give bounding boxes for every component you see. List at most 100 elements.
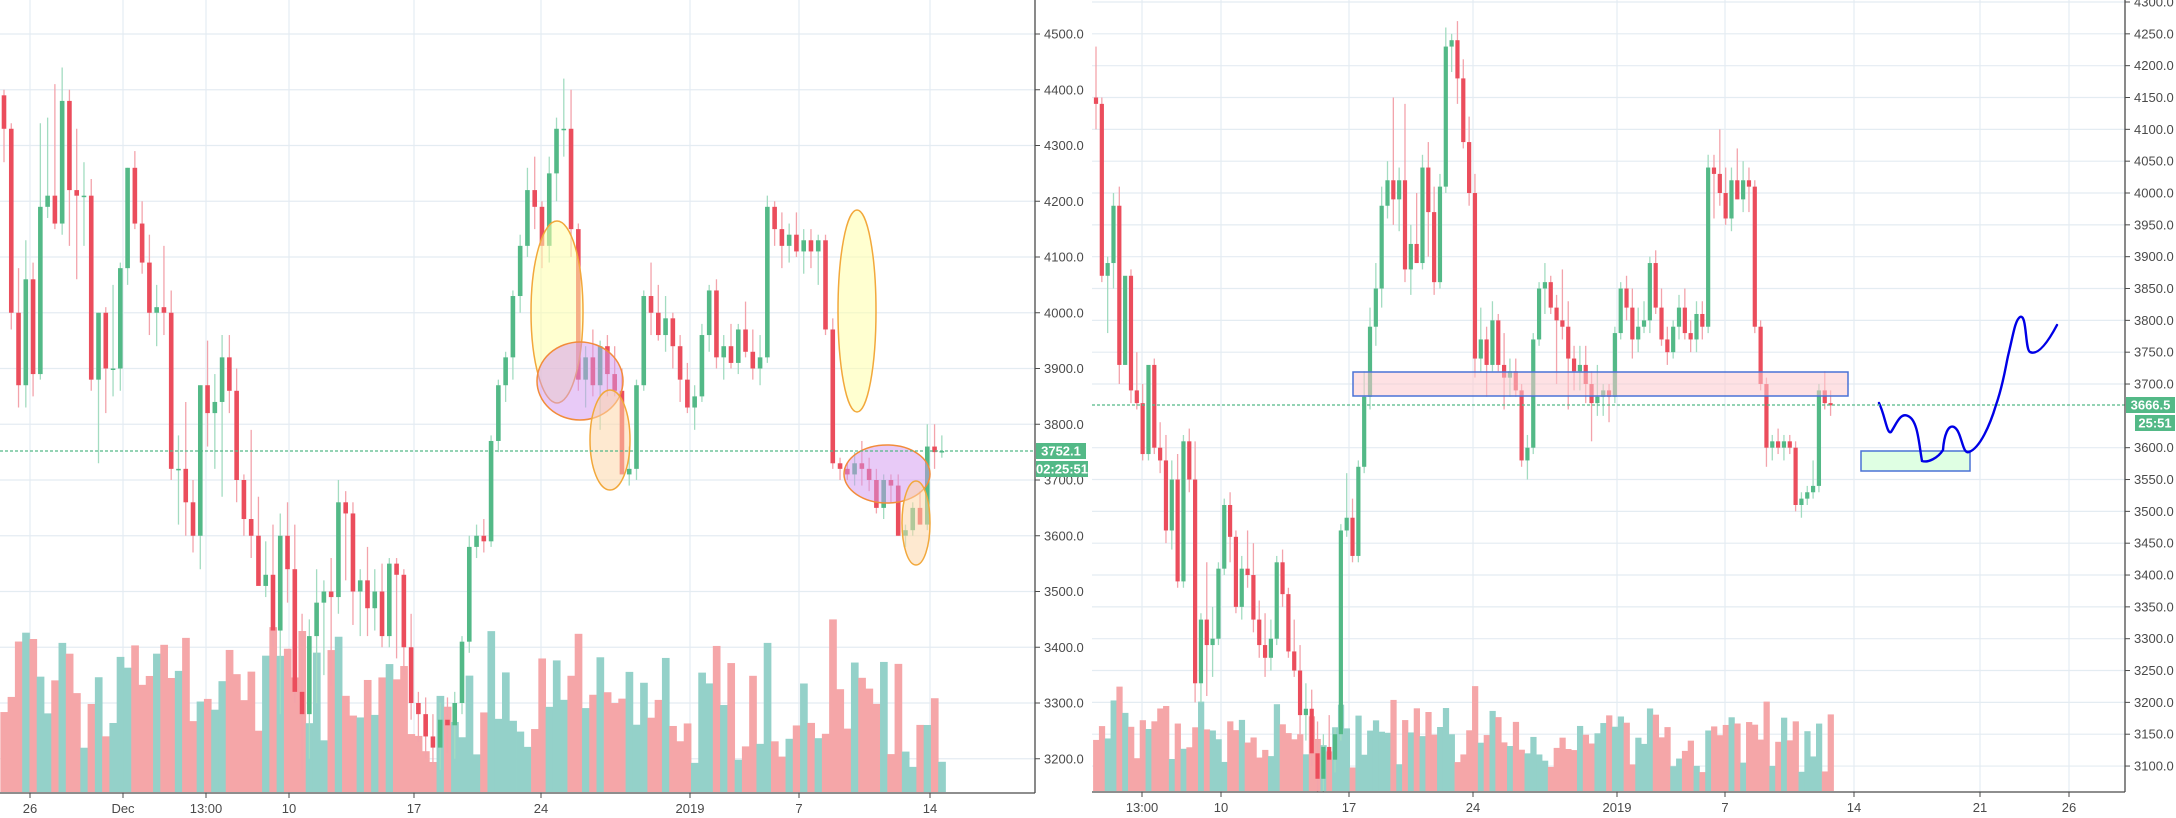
candle[interactable] (1268, 619, 1273, 671)
candle[interactable] (692, 385, 697, 430)
candle[interactable] (59, 67, 65, 235)
candle[interactable] (663, 296, 668, 352)
candle[interactable] (1327, 715, 1332, 760)
candle[interactable] (125, 167, 130, 285)
candle[interactable] (241, 474, 247, 536)
candle[interactable] (772, 201, 777, 246)
candle[interactable] (1297, 645, 1303, 735)
candle[interactable] (248, 429, 254, 559)
candle[interactable] (183, 401, 189, 536)
candle[interactable] (735, 323, 741, 375)
candle[interactable] (357, 569, 363, 637)
candle[interactable] (227, 335, 232, 414)
candle[interactable] (1810, 460, 1816, 499)
candle[interactable] (503, 351, 508, 402)
candle[interactable] (1175, 454, 1180, 588)
candle[interactable] (190, 480, 196, 553)
candle[interactable] (1735, 148, 1740, 200)
candle[interactable] (728, 323, 734, 369)
candle[interactable] (1443, 27, 1448, 194)
candle[interactable] (292, 524, 298, 703)
candle[interactable] (1193, 441, 1198, 703)
ellipse-annotation[interactable] (901, 480, 931, 566)
candle[interactable] (474, 524, 479, 559)
candle[interactable] (1723, 167, 1728, 225)
candle[interactable] (554, 117, 559, 202)
candle[interactable] (1548, 275, 1553, 314)
candle[interactable] (1676, 294, 1682, 340)
candle[interactable] (1542, 263, 1548, 314)
candle[interactable] (699, 323, 705, 402)
candle[interactable] (1187, 428, 1192, 493)
candle[interactable] (1146, 364, 1151, 461)
support-zone-box[interactable] (1860, 450, 1971, 472)
right-chart-canvas[interactable]: 4300.0 4250.0 4200.0 4150.0 4100.0 4050.0 4000… (1092, 0, 2176, 818)
left-chart-canvas[interactable]: 4500.0 4400.0 4300.0 4200.0 4100.0 4000.0 3900… (0, 0, 1092, 818)
candle[interactable] (1536, 282, 1542, 346)
candle[interactable] (437, 703, 443, 770)
candle[interactable] (1222, 498, 1227, 576)
candle[interactable] (641, 290, 647, 391)
candle[interactable] (1408, 224, 1413, 295)
candle[interactable] (118, 262, 123, 391)
candle[interactable] (1711, 154, 1717, 219)
candle[interactable] (1105, 256, 1110, 334)
candle[interactable] (1467, 116, 1472, 206)
candle[interactable] (1688, 320, 1693, 353)
candle[interactable] (328, 558, 334, 687)
candle[interactable] (1169, 460, 1174, 550)
candle[interactable] (1198, 613, 1204, 703)
projection-curve[interactable] (1877, 315, 2059, 463)
candle[interactable] (1134, 352, 1139, 410)
candle[interactable] (1519, 384, 1524, 467)
candle[interactable] (466, 535, 472, 653)
candle[interactable] (939, 435, 945, 458)
candle[interactable] (350, 502, 356, 625)
candle[interactable] (423, 697, 428, 759)
left-chart-panel[interactable]: 4500.0 4400.0 4300.0 4200.0 4100.0 4000.0 3900… (0, 0, 1092, 818)
candle[interactable] (1117, 186, 1122, 385)
candle[interactable] (1700, 301, 1705, 340)
candle[interactable] (837, 457, 843, 480)
candle[interactable] (743, 301, 748, 358)
candle[interactable] (517, 234, 523, 313)
candle[interactable] (16, 268, 21, 408)
candle[interactable] (1414, 193, 1419, 264)
candle[interactable] (1158, 422, 1163, 474)
candle[interactable] (394, 558, 399, 659)
candle[interactable] (706, 284, 712, 352)
candle[interactable] (285, 502, 290, 603)
candle[interactable] (1752, 180, 1757, 334)
candle[interactable] (510, 290, 516, 380)
candle[interactable] (779, 212, 785, 269)
candle[interactable] (1099, 97, 1104, 283)
candle[interactable] (1216, 562, 1221, 646)
candle[interactable] (314, 569, 319, 703)
candle[interactable] (1338, 524, 1343, 741)
candle[interactable] (1729, 167, 1734, 232)
candle[interactable] (1432, 186, 1437, 295)
candle[interactable] (757, 335, 763, 386)
candle[interactable] (8, 123, 14, 330)
candle[interactable] (408, 613, 414, 720)
candle[interactable] (74, 128, 79, 280)
right-chart-panel[interactable]: 4300.0 4250.0 4200.0 4150.0 4100.0 4050.0 4000… (1092, 0, 2176, 818)
candle[interactable] (445, 697, 450, 754)
candle[interactable] (88, 178, 94, 391)
candle[interactable] (496, 379, 501, 453)
candle[interactable] (1274, 555, 1279, 646)
candle[interactable] (1280, 549, 1285, 607)
candle[interactable] (1478, 307, 1483, 372)
candle[interactable] (1799, 492, 1804, 518)
candle[interactable] (45, 117, 50, 218)
candle[interactable] (205, 340, 210, 447)
candle[interactable] (750, 329, 756, 380)
candle[interactable] (38, 123, 43, 380)
ellipse-annotation[interactable] (589, 389, 631, 491)
candle[interactable] (372, 569, 378, 631)
candle[interactable] (1805, 485, 1810, 505)
candle[interactable] (801, 229, 806, 274)
candle[interactable] (634, 379, 639, 480)
candle[interactable] (1682, 288, 1687, 340)
candle[interactable] (30, 262, 36, 397)
